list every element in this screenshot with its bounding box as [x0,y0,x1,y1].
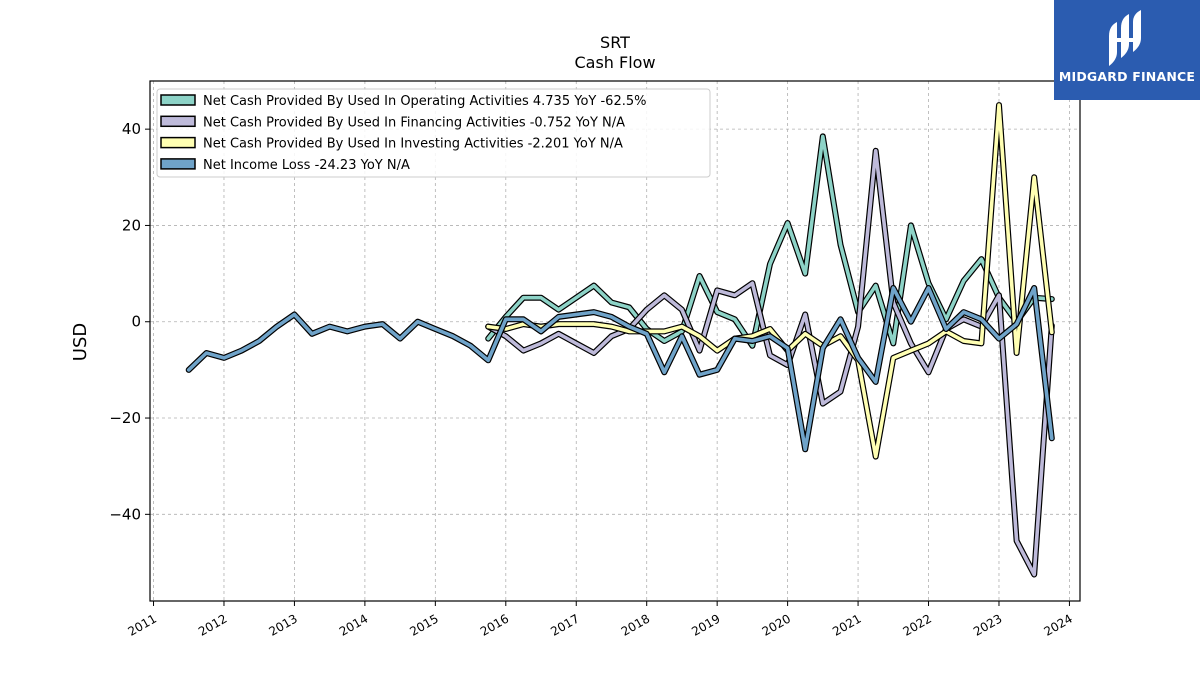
x-tick-label: 2021 [830,611,863,638]
plot-area [149,80,1081,602]
y-axis: 40 20 0 −20 −40 [109,120,150,523]
legend-swatch [160,136,196,149]
x-axis: 2011 2012 2013 2014 2015 2016 2017 2018 2019 2020… [126,601,1075,639]
x-tick-label: 2019 [689,611,722,638]
x-tick-label: 2023 [971,611,1004,638]
chart-subtitle: Cash Flow [574,53,655,72]
y-tick-label: 40 [122,120,141,138]
midgard-finance-logo: MIDGARD FINANCE [1054,0,1200,100]
series-line-net-cash-provided-by-used-in-operating-activities [486,134,1054,348]
legend-swatch [160,94,196,106]
y-tick-label: −40 [109,505,141,523]
y-tick-label: 20 [122,216,141,234]
x-tick-label: 2020 [760,611,793,638]
x-tick-label: 2016 [478,611,511,638]
series-outline-net-cash-provided-by-used-in-financing-activities [485,147,1055,578]
x-tick-label: 2022 [901,611,934,638]
legend-label: Net Cash Provided By Used In Operating A… [203,94,646,109]
chart-title: SRT [600,33,630,52]
x-tick-label: 2015 [407,611,440,638]
series-line-net-income-loss [186,286,1054,452]
series-outline-net-income-loss [185,285,1055,453]
legend-swatch [160,158,196,170]
legend-label: Net Cash Provided By Used In Investing A… [203,137,623,152]
series-line-net-cash-provided-by-used-in-financing-activities [486,149,1054,577]
x-tick-label: 2011 [126,611,159,638]
x-tick-label: 2018 [619,611,652,638]
y-axis-label: USD [70,323,91,361]
x-tick-label: 2012 [196,611,229,638]
series-lines [185,102,1055,578]
y-tick-label: −20 [109,409,141,427]
legend-box [156,88,711,178]
x-tick-label: 2014 [337,611,370,638]
legend-swatch [160,115,196,128]
x-tick-label: 2017 [548,611,581,638]
legend-label: Net Income Loss -24.23 YoY N/A [203,158,410,173]
series-line-net-cash-provided-by-used-in-investing-activities [486,103,1054,459]
x-tick-label: 2013 [266,611,299,638]
y-tick-label: 0 [131,313,141,331]
legend: Net Cash Provided By Used In Operating A… [156,88,711,178]
logo-mark-icon [1109,10,1141,66]
x-tick-label: 2024 [1041,611,1074,638]
legend-label: Net Cash Provided By Used In Financing A… [203,115,625,130]
logo-text: MIDGARD FINANCE [1058,69,1196,84]
